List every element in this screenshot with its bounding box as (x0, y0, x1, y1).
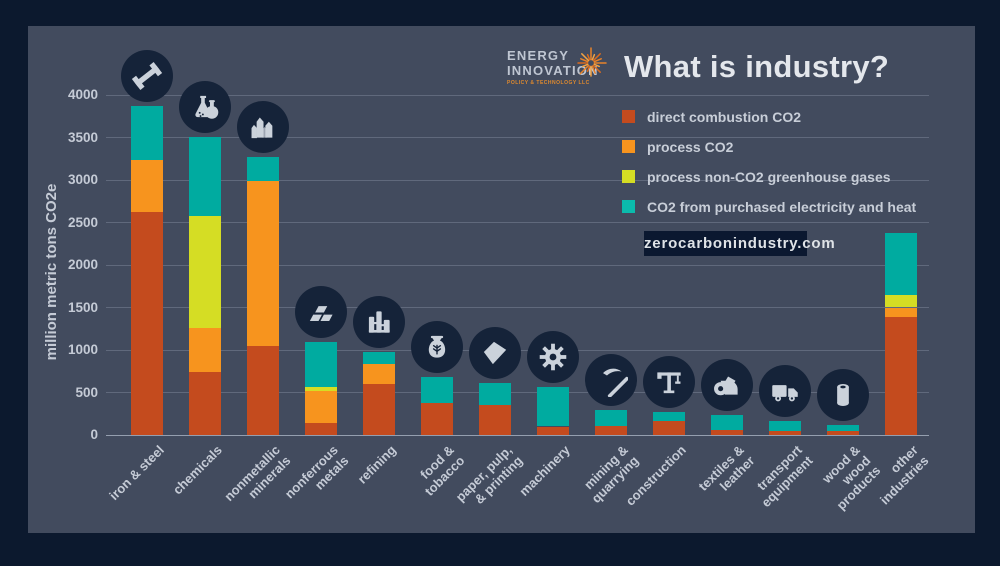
gridline-0 (106, 434, 929, 436)
gridline-2500 (106, 222, 929, 223)
y-tick-label: 3500 (67, 129, 98, 145)
gridline-500 (106, 392, 929, 393)
sunburst-icon (577, 47, 607, 77)
bar-segment-other-industries (885, 307, 917, 318)
steel-beam-icon (121, 49, 173, 102)
y-tick-label: 1000 (67, 342, 98, 357)
gridline-4000 (106, 94, 929, 96)
bar-segment-textiles-leather (711, 415, 743, 431)
y-tick-label: 0 (90, 427, 98, 442)
legend-swatch (622, 170, 635, 183)
bar-segment-other-industries (885, 295, 917, 308)
bar-segment-iron-steel (131, 105, 163, 161)
bar-segment-machinery (537, 426, 569, 435)
pickaxe-icon (585, 353, 637, 406)
website-badge-link[interactable]: zerocarbonindustry.com (644, 231, 835, 256)
legend-label: process non-CO2 greenhouse gases (647, 169, 891, 185)
bar-segment-nonferrous-metals (305, 341, 337, 387)
legend-swatch (622, 200, 635, 213)
logo-subline: POLICY & TECHNOLOGY LLC (507, 80, 590, 87)
gridline-3500 (106, 137, 929, 138)
bar-segment-food-tobacco (421, 376, 453, 403)
energy-innovation-logo: ENERGY INNOVATION POLICY & TECHNOLOGY LL… (507, 48, 599, 87)
y-tick-label: 2500 (67, 214, 98, 230)
paper-stack-icon (469, 326, 521, 379)
y-tick-label: 1500 (67, 299, 98, 315)
chemical-flasks-icon (179, 80, 231, 133)
legend-swatch (622, 110, 635, 123)
bar-segment-machinery (537, 386, 569, 427)
y-tick-label: 4000 (67, 87, 98, 102)
log-roll-icon (817, 368, 869, 421)
bar-segment-iron-steel (131, 160, 163, 212)
gear-icon (527, 330, 579, 383)
page-title: What is industry? (624, 49, 890, 84)
y-tick-label: 500 (75, 384, 98, 400)
y-tick-label: 2000 (67, 257, 98, 272)
bar-segment-wood-wood-products (827, 430, 859, 435)
bar-segment-wood-wood-products (827, 424, 859, 431)
bar-segment-chemicals (189, 136, 221, 216)
gridline-3000 (106, 179, 929, 181)
bar-segment-construction (653, 420, 685, 435)
crane-icon (643, 356, 695, 409)
bar-segment-chemicals (189, 372, 221, 435)
gridline-1500 (106, 307, 929, 308)
legend-label: CO2 from purchased electricity and heat (647, 199, 917, 215)
bar-segment-other-industries (885, 233, 917, 296)
bar-segment-other-industries (885, 317, 917, 435)
bar-segment-mining-quarrying (595, 426, 627, 435)
logo-line-1: ENERGY (507, 48, 570, 63)
bar-segment-nonmetallic-minerals (247, 345, 279, 435)
bar-segment-iron-steel (131, 211, 163, 435)
bar-segment-construction (653, 412, 685, 421)
fabric-rolls-icon (701, 359, 753, 412)
bar-segment-textiles-leather (711, 430, 743, 435)
bar-segment-nonmetallic-minerals (247, 180, 279, 346)
grain-sack-icon (411, 320, 463, 373)
crystals-icon (237, 100, 289, 153)
legend-swatch (622, 140, 635, 153)
bar-segment-nonferrous-metals (305, 422, 337, 435)
gridline-2000 (106, 264, 929, 266)
bar-segment-nonmetallic-minerals (247, 156, 279, 181)
logo-line-2: INNOVATION (507, 62, 599, 78)
bar-segment-paper-pulp-printing (479, 404, 511, 435)
legend-label: process CO2 (647, 139, 734, 155)
bar-segment-refining (363, 351, 395, 364)
bar-segment-nonferrous-metals (305, 391, 337, 423)
bar-segment-transport-equipment (769, 420, 801, 431)
bar-segment-chemicals (189, 215, 221, 328)
refinery-icon (353, 295, 405, 348)
bar-segment-refining (363, 384, 395, 435)
legend-label: direct combustion CO2 (647, 109, 802, 125)
truck-icon (759, 364, 811, 417)
bar-segment-chemicals (189, 327, 221, 373)
bar-segment-mining-quarrying (595, 409, 627, 427)
y-tick-label: 3000 (67, 172, 98, 187)
bar-segment-refining (363, 364, 395, 385)
bar-segment-paper-pulp-printing (479, 382, 511, 405)
bar-segment-food-tobacco (421, 402, 453, 435)
metal-ingots-icon (295, 285, 347, 338)
bar-segment-nonferrous-metals (305, 386, 337, 392)
bar-segment-transport-equipment (769, 430, 801, 435)
